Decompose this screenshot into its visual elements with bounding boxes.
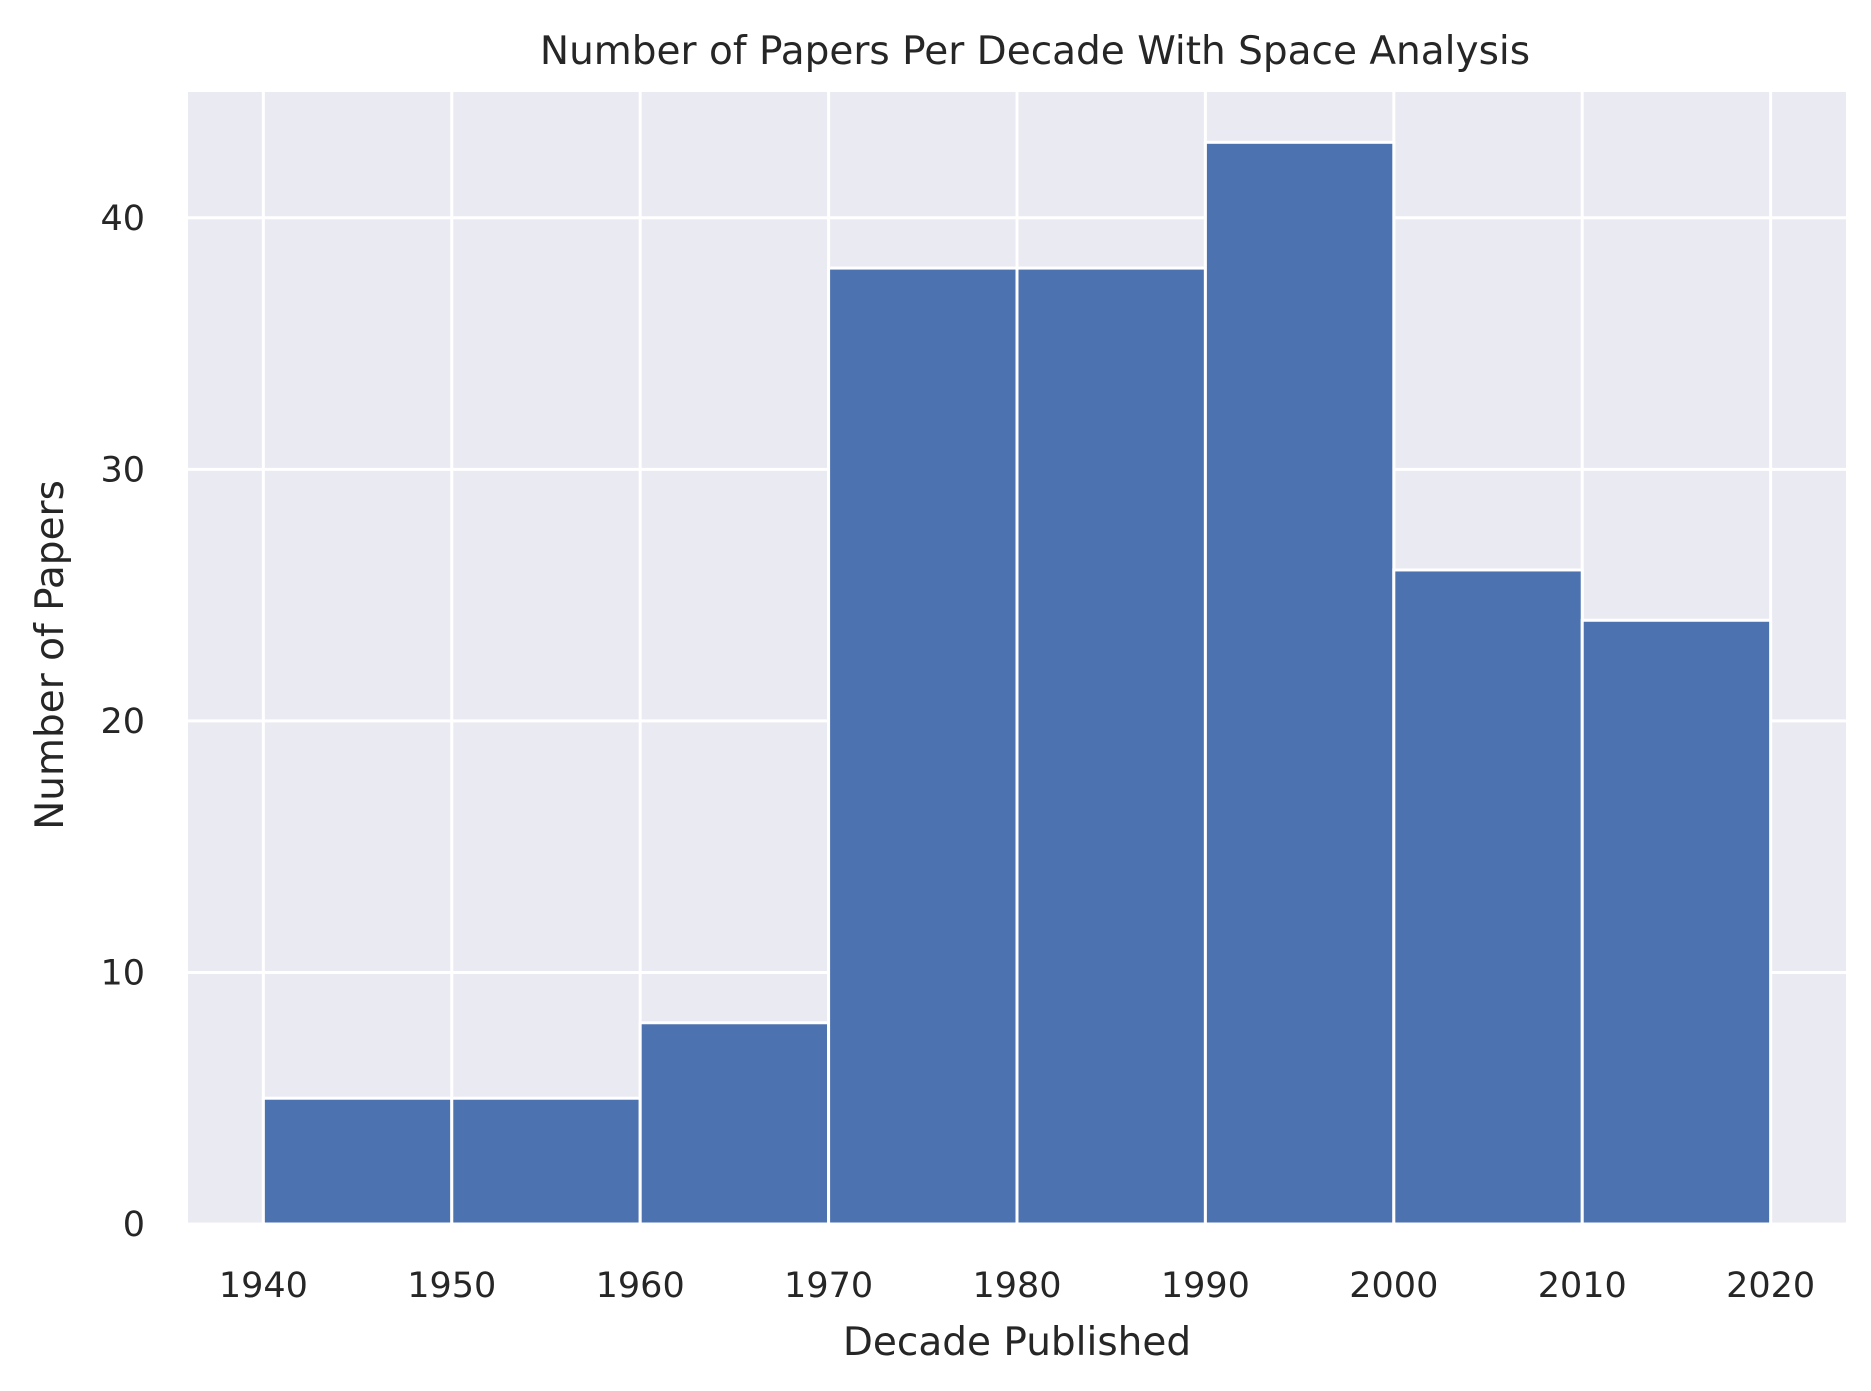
x-tick-label: 1960 [596,1266,685,1306]
histogram-bar [1392,568,1584,1226]
x-tick-label: 1950 [407,1266,496,1306]
x-tick-label: 2020 [1726,1266,1815,1306]
chart-title: Number of Papers Per Decade With Space A… [540,29,1530,74]
histogram-bar [261,1096,454,1226]
y-tick-labels: 0 10 20 30 40 [100,199,145,1245]
x-axis-label: Decade Published [843,1320,1191,1365]
x-tick-labels: 1940 1950 1960 1970 1980 1990 2000 2010 2020 [219,1266,1815,1306]
x-tick-label: 1980 [972,1266,1061,1306]
y-tick-label: 20 [100,702,145,742]
histogram-bar [638,1021,831,1226]
histogram-bar [827,266,1019,1226]
y-tick-label: 30 [100,450,145,490]
histogram-bar [1015,266,1207,1226]
y-tick-label: 40 [100,199,145,239]
x-tick-label: 1990 [1161,1266,1250,1306]
y-tick-label: 10 [100,953,145,993]
x-tick-label: 2000 [1349,1266,1438,1306]
y-tick-label: 0 [123,1205,145,1245]
histogram-bar [1203,140,1396,1226]
bars [261,140,1773,1226]
x-tick-label: 1970 [784,1266,873,1306]
y-axis-label: Number of Papers [28,480,73,830]
x-tick-label: 1940 [219,1266,308,1306]
x-tick-label: 2010 [1538,1266,1627,1306]
histogram-bar [450,1096,642,1226]
histogram-bar [1580,618,1773,1226]
